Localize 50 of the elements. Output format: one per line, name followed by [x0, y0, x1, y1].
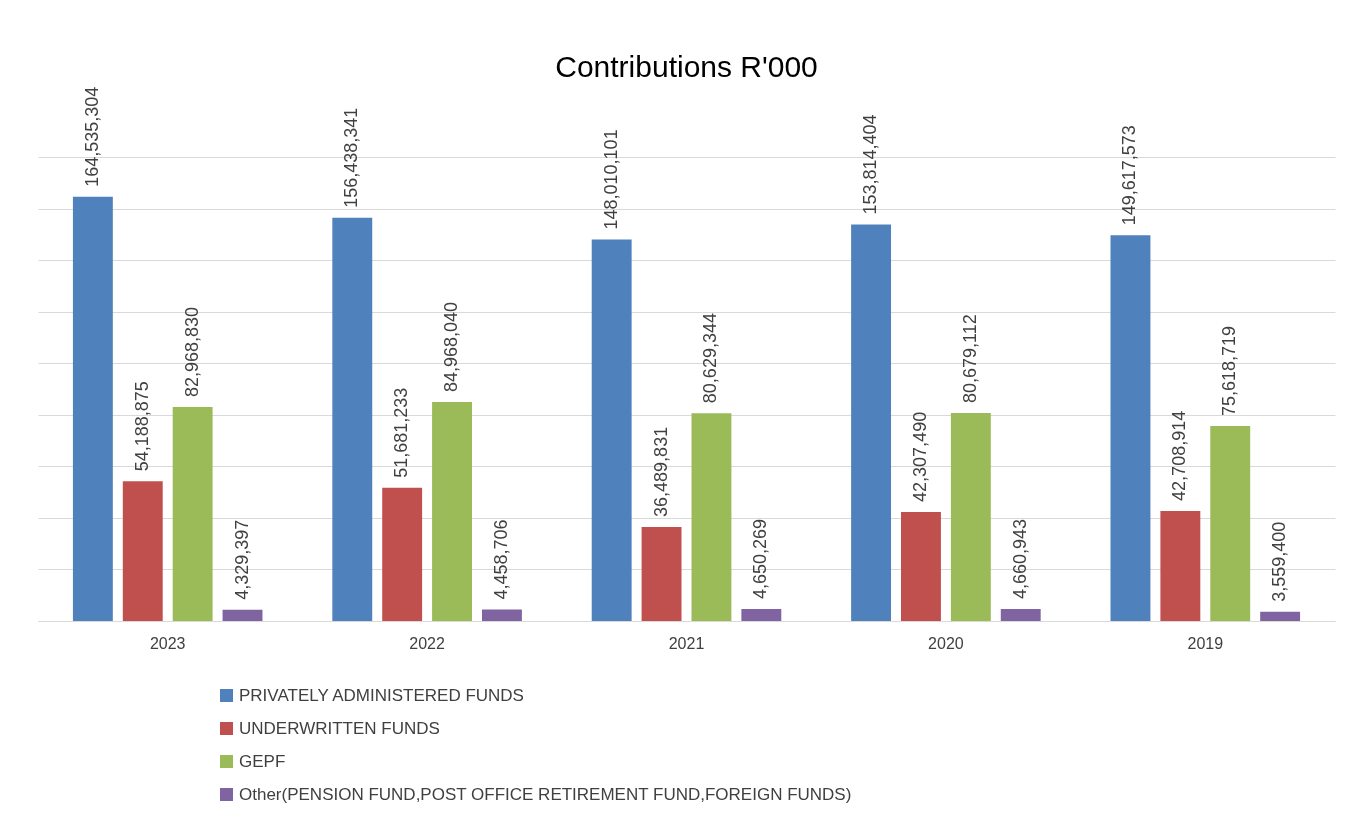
- x-tick-label: 2022: [409, 634, 445, 652]
- bar: [691, 413, 732, 621]
- bar: [72, 196, 113, 621]
- data-label: 42,708,914: [1169, 410, 1190, 501]
- legend-label: PRIVATELY ADMINISTERED FUNDS: [239, 685, 524, 705]
- legend-label: UNDERWRITTEN FUNDS: [239, 718, 440, 738]
- data-label: 164,535,304: [81, 86, 102, 187]
- bar: [851, 224, 892, 621]
- bar: [1110, 235, 1151, 621]
- bar: [950, 413, 991, 621]
- bar: [122, 481, 163, 621]
- data-label: 4,329,397: [231, 519, 252, 600]
- x-tick-label: 2021: [668, 634, 705, 652]
- bar: [382, 487, 423, 621]
- data-label: 84,968,040: [441, 301, 462, 392]
- chart-title: Contributions R'000: [555, 49, 818, 83]
- data-label: 82,968,830: [181, 307, 202, 398]
- data-label: 54,188,875: [131, 381, 152, 472]
- data-label: 149,617,573: [1119, 125, 1140, 226]
- data-label: 153,814,404: [860, 114, 881, 215]
- data-label: 148,010,101: [600, 129, 621, 230]
- x-tick-label: 2023: [149, 634, 186, 652]
- bar: [641, 526, 682, 621]
- data-label: 156,438,341: [341, 107, 362, 208]
- bar: [591, 239, 632, 621]
- bar: [1210, 426, 1251, 621]
- bar: [1160, 510, 1201, 621]
- bar: [1000, 608, 1041, 621]
- data-label: 75,618,719: [1219, 325, 1240, 417]
- bar: [172, 407, 213, 621]
- data-label: 42,307,490: [909, 411, 930, 502]
- bar: [332, 217, 373, 621]
- bar: [222, 609, 263, 621]
- bar: [901, 511, 941, 621]
- data-label: 4,650,269: [750, 518, 771, 600]
- bar: [741, 609, 782, 621]
- x-tick-label: 2020: [928, 634, 964, 652]
- data-label: 3,559,400: [1269, 521, 1290, 602]
- bar: [432, 401, 472, 621]
- data-label: 80,629,344: [700, 313, 721, 404]
- data-label: 4,458,706: [490, 519, 511, 600]
- legend-label: GEPF: [239, 751, 286, 771]
- data-label: 80,679,112: [959, 314, 980, 404]
- data-label: 51,681,233: [391, 387, 412, 478]
- data-label: 4,660,943: [1009, 518, 1030, 599]
- x-tick-label: 2019: [1187, 634, 1224, 652]
- legend-label: Other(PENSION FUND,POST OFFICE RETIREMENT FUND,FOREIGN FUNDS): [239, 784, 852, 804]
- data-label: 36,489,831: [650, 426, 671, 517]
- bar: [481, 609, 522, 621]
- bar: [1260, 611, 1301, 621]
